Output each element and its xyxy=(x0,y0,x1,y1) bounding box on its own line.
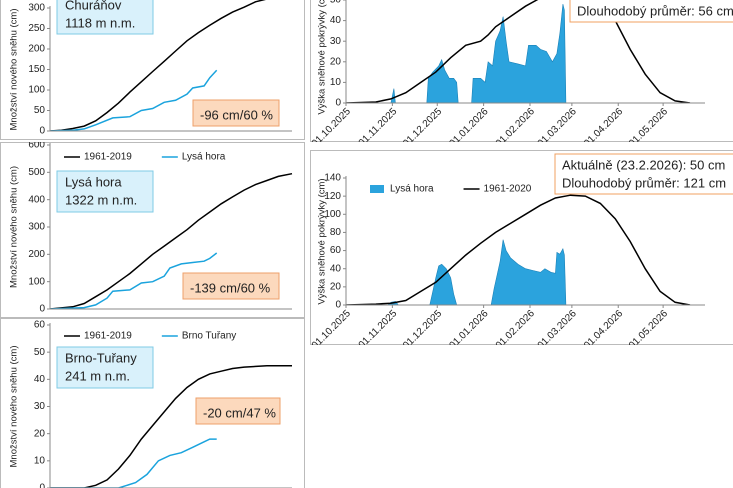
y-tick-label: 100 xyxy=(28,85,45,96)
legend-label: 1961-2019 xyxy=(84,152,132,163)
series-line xyxy=(50,365,292,488)
station-label: Lysá hora xyxy=(65,174,122,189)
annotation-box xyxy=(554,153,733,195)
chart-panel: 0 50 100 150 200 250 300 Množství nového sněhu … xyxy=(0,0,305,140)
station-label: 1322 m n.m. xyxy=(65,192,137,207)
annotation: Dlouhodobý průměr: 56 cm xyxy=(577,3,733,18)
annotation-box xyxy=(195,397,281,425)
station-label: 1118 m n.m. xyxy=(65,15,135,30)
y-tick-label: 50 xyxy=(34,105,46,116)
station-label: 241 m n.m. xyxy=(65,368,130,383)
y-tick-label: 20 xyxy=(330,56,342,67)
y-tick-label: 200 xyxy=(28,249,45,260)
y-axis-title: Množství nového sněhu (cm) xyxy=(9,9,20,131)
station-box xyxy=(56,170,154,213)
annotation-box xyxy=(182,272,280,300)
y-tick-label: 80 xyxy=(330,227,342,238)
series-line xyxy=(50,252,218,309)
y-tick-label: 100 xyxy=(28,276,45,287)
y-tick-label: 0 xyxy=(335,300,341,311)
legend-swatch xyxy=(370,185,384,193)
y-tick-label: 500 xyxy=(28,167,45,178)
y-tick-label: 300 xyxy=(28,3,45,14)
y-tick-label: 0 xyxy=(39,304,45,315)
annotation: -20 cm/47 % xyxy=(203,405,276,420)
y-tick-label: 400 xyxy=(28,194,45,205)
annotation: Aktuálně (23.2.2026): 50 cm xyxy=(562,157,725,172)
legend-label: Brno Tuřany xyxy=(182,331,236,342)
y-tick-label: 40 xyxy=(34,374,46,385)
y-tick-label: 0 xyxy=(335,98,341,109)
station-box xyxy=(56,0,154,35)
y-tick-label: 30 xyxy=(34,401,46,412)
y-tick-label: 140 xyxy=(324,173,341,184)
plot-area xyxy=(50,365,292,488)
series-line xyxy=(346,194,691,305)
y-tick-label: 50 xyxy=(34,347,46,358)
y-tick-label: 250 xyxy=(28,23,45,34)
series-line xyxy=(50,438,217,488)
y-tick-label: 20 xyxy=(330,281,342,292)
series-line xyxy=(50,69,218,131)
series-line xyxy=(50,0,266,131)
y-tick-label: 0 xyxy=(39,483,45,488)
legend-label: Lysá hora xyxy=(390,184,434,195)
chart-panel: 0 100 200 300 400 500 600 Množství nového sněhu… xyxy=(0,140,305,318)
y-tick-label: 50 xyxy=(330,0,342,6)
station-label: Churáňov xyxy=(65,0,122,12)
station-label: Brno-Tuřany xyxy=(65,350,137,365)
legend-label: 1961-2020 xyxy=(484,184,532,195)
y-tick-label: 300 xyxy=(28,222,45,233)
y-tick-label: 100 xyxy=(324,209,341,220)
y-tick-label: 600 xyxy=(28,140,45,151)
legend-label: Lysá hora xyxy=(182,152,226,163)
y-tick-label: 60 xyxy=(34,320,46,331)
y-axis-title: Výška sněhové pokrývky (cm) xyxy=(317,178,328,304)
legend-label: 1961-2019 xyxy=(84,331,132,342)
chart-panel: 0 10 20 30 40 50 60 Množství nového sněhu (cm) 1… xyxy=(0,318,305,488)
y-tick-label: 30 xyxy=(330,36,342,47)
annotation-box xyxy=(569,0,733,23)
y-tick-label: 10 xyxy=(34,455,46,466)
annotation: -139 cm/60 % xyxy=(190,280,271,295)
y-tick-label: 200 xyxy=(28,44,45,55)
series-line xyxy=(50,172,293,309)
plot-area xyxy=(50,172,293,309)
y-tick-label: 40 xyxy=(330,263,342,274)
y-tick-label: 40 xyxy=(330,15,342,26)
annotation: Dlouhodobý průměr: 121 cm xyxy=(562,175,726,190)
annotation: -96 cm/60 % xyxy=(200,107,273,122)
y-tick-label: 120 xyxy=(324,191,341,202)
y-tick-label: 60 xyxy=(330,245,342,256)
series-line xyxy=(346,0,691,103)
y-tick-label: 0 xyxy=(39,126,45,137)
station-box xyxy=(56,346,154,389)
y-tick-label: 20 xyxy=(34,428,46,439)
y-tick-label: 10 xyxy=(330,77,342,88)
y-axis-title: Výška sněhové pokrývky (cm) xyxy=(317,0,328,115)
y-axis-title: Množství nového sněhu (cm) xyxy=(9,166,20,288)
plot-area xyxy=(50,0,266,131)
plot-area xyxy=(346,194,691,305)
plot-area xyxy=(346,0,691,103)
annotation-box xyxy=(192,99,280,127)
y-tick-label: 150 xyxy=(28,64,45,75)
y-axis-title: Množství nového sněhu (cm) xyxy=(9,346,20,468)
